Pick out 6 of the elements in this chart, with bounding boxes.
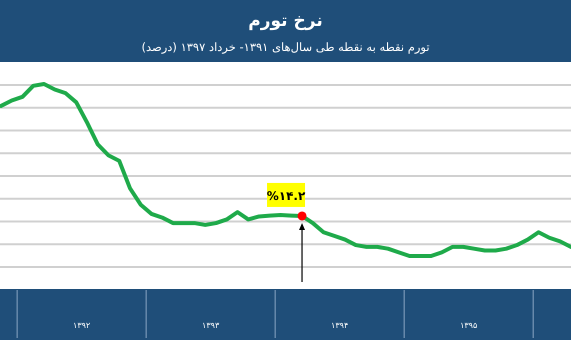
text: ۱۳۹۴ (331, 321, 348, 330)
chart-title: نرخ تورم (248, 11, 323, 31)
text: ۱۳۹۲ (73, 321, 90, 330)
text: ۱۳۹۵ (460, 321, 478, 330)
text: ۱۳۹۳ (202, 321, 220, 330)
chart-subtitle: تورم نقطه به نقطه طی سال‌های ۱۳۹۱- خرداد ۱۳۹۷ (درصد) (141, 40, 430, 54)
